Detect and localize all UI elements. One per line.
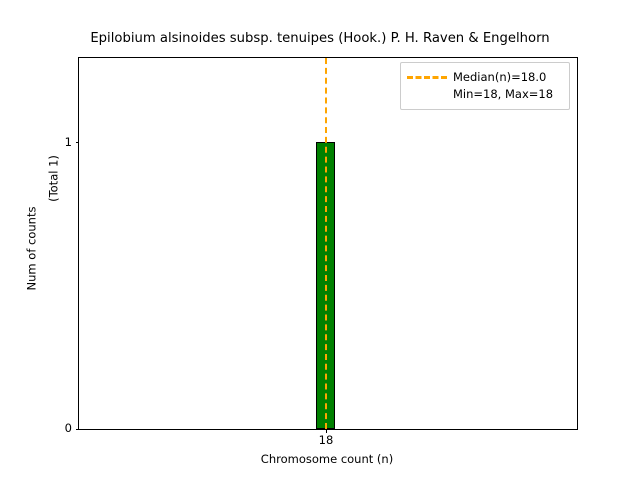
y-axis-tick-label-1: 1 <box>64 135 72 149</box>
x-axis-label: Chromosome count (n) <box>260 452 394 466</box>
y-axis-total-label: (Total 1) <box>46 155 61 202</box>
plot-axes-frame <box>75 57 578 433</box>
y-axis-label: Num of counts <box>24 206 39 291</box>
median-line-annotation <box>325 58 327 429</box>
plot-area <box>79 58 577 429</box>
legend-text-group: Median(n)=18.0 Min=18, Max=18 <box>453 69 567 103</box>
x-axis-tick-mark-18 <box>326 429 327 433</box>
y-axis-tick-label-0: 0 <box>64 421 72 435</box>
x-axis-tick-label-18: 18 <box>318 433 334 447</box>
dashed-line-icon <box>407 76 447 79</box>
y-axis-tick-mark-0 <box>75 429 79 430</box>
y-axis-tick-mark-1 <box>75 142 79 143</box>
legend-sample-median <box>407 76 447 80</box>
legend-entry-median: Median(n)=18.0 <box>453 70 547 84</box>
page-title: Epilobium alsinoides subsp. tenuipes (Ho… <box>90 31 550 46</box>
legend-entry-minmax: Min=18, Max=18 <box>453 87 554 101</box>
legend: Median(n)=18.0 Min=18, Max=18 <box>400 62 570 110</box>
